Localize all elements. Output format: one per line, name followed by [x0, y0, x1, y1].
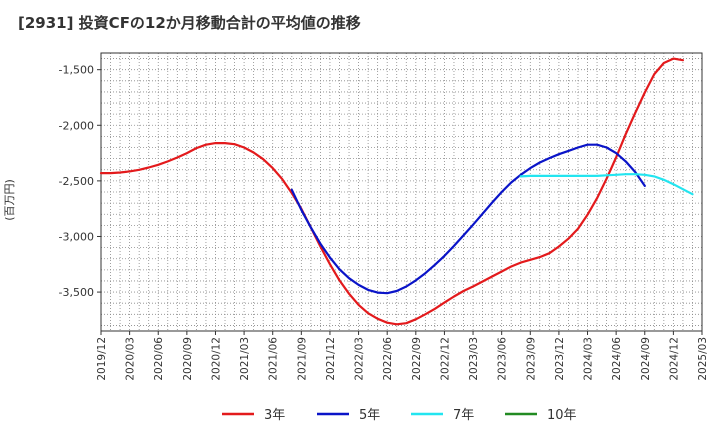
x-tick-label: 2021/06 [268, 337, 280, 381]
x-tick-label: 2023/09 [525, 337, 537, 381]
x-tick-label: 2020/06 [153, 337, 165, 381]
y-tick-label: -3,500 [59, 286, 94, 299]
x-tick-label: 2020/09 [182, 337, 194, 381]
x-tick-label: 2024/09 [640, 337, 652, 381]
legend-label-1: 3年 [264, 408, 285, 423]
x-tick-label: 2024/12 [668, 337, 680, 381]
x-tick-label: 2023/06 [497, 337, 509, 381]
x-tick-label: 2025/03 [697, 337, 709, 381]
x-tick-label: 2021/03 [239, 337, 251, 381]
series-line-1 [99, 57, 685, 326]
x-tick-label: 2021/09 [296, 337, 308, 381]
x-tick-label: 2022/12 [439, 337, 451, 381]
x-tick-label: 2022/06 [382, 337, 394, 381]
y-tick-label: -2,500 [59, 175, 94, 188]
x-tick-label: 2019/12 [96, 337, 108, 381]
y-tick-label: -1,500 [59, 64, 94, 77]
chart-title: [2931] 投資CFの12か月移動合計の平均値の推移 [18, 14, 361, 32]
x-tick-label: 2020/03 [125, 337, 137, 381]
legend-label-3: 7年 [453, 408, 474, 423]
series-line-3 [519, 173, 694, 196]
x-tick-label: 2020/12 [210, 337, 222, 381]
series-line-2 [290, 143, 646, 295]
x-tick-label: 2024/06 [611, 337, 623, 381]
x-tick-label: 2024/03 [583, 337, 595, 381]
legend-label-2: 5年 [359, 408, 380, 423]
x-tick-label: 2022/03 [354, 337, 366, 381]
x-tick-label: 2021/12 [325, 337, 337, 381]
y-tick-label: -3,000 [59, 230, 94, 243]
plot-frame [100, 52, 703, 332]
x-tick-label: 2023/12 [554, 337, 566, 381]
x-tick-label: 2023/03 [468, 337, 480, 381]
x-tick-label: 2022/09 [411, 337, 423, 381]
y-tick-label: -2,000 [59, 119, 94, 132]
legend-label-4: 10年 [547, 408, 577, 423]
